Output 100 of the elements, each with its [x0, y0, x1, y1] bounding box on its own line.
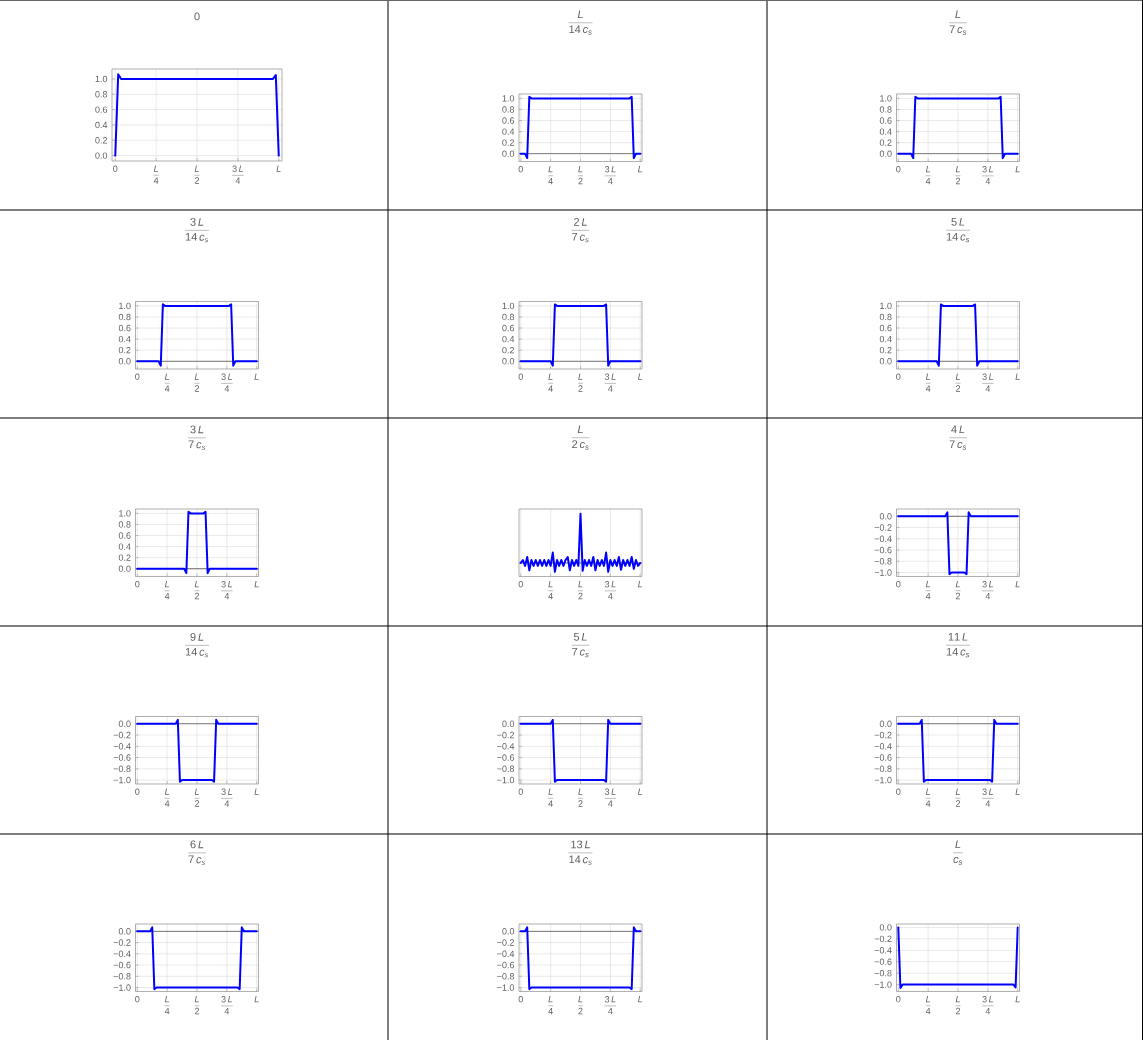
y-tick-label: −0.8 [874, 558, 892, 565]
x-tick-label: $\frac{L}{4}$ [548, 788, 554, 807]
x-tick-label: $L$ [637, 373, 643, 380]
x-tick-label: $L$ [1015, 166, 1020, 173]
y-tick-label: 0.2 [95, 137, 108, 144]
x-tick-label: $\frac{L}{2}$ [194, 373, 200, 392]
x-tick-label: $\frac{L}{2}$ [194, 996, 200, 1015]
y-tick-label: 0.4 [879, 335, 892, 343]
x-tick-label: $\frac{L}{2}$ [955, 581, 961, 600]
y-tick-label: 0.0 [879, 150, 892, 157]
y-tick-label: 0.0 [118, 720, 131, 727]
x-tick-label: $L$ [254, 581, 259, 588]
y-tick-label: −0.2 [113, 939, 131, 946]
x-tick-label: $\frac{L}{4}$ [548, 996, 554, 1015]
y-tick-label: 0.4 [118, 543, 131, 550]
x-tick-label: $L$ [1015, 581, 1020, 588]
y-tick-label: 0.2 [118, 346, 131, 354]
y-tick-label: 0.8 [879, 106, 892, 113]
y-tick-label: 1.0 [880, 95, 892, 102]
x-tick-label: $\frac{3\,L}{4}$ [221, 788, 233, 807]
x-tick-label: $\frac{L}{2}$ [194, 581, 200, 600]
x-tick-label: $\frac{3\,L}{4}$ [604, 581, 617, 600]
x-tick-label: $L$ [637, 788, 643, 795]
y-tick-label: 0.6 [118, 532, 131, 539]
x-tick-label: $\frac{L}{2}$ [955, 996, 961, 1015]
chart-title: $\frac{3\,L}{7\,c_{s}}$ [188, 425, 206, 450]
y-tick-label: −1.0 [874, 981, 892, 988]
y-tick-label: 0.6 [879, 117, 892, 124]
y-tick-label: −0.8 [874, 765, 892, 772]
y-tick-label: −1.0 [113, 984, 131, 991]
y-tick-label: −1.0 [874, 569, 892, 576]
y-tick-label: 1.0 [880, 302, 892, 310]
y-tick-label: 0.2 [502, 346, 515, 354]
x-tick-label: $\frac{L}{4}$ [925, 581, 931, 600]
chart-title: $\frac{3\,L}{14\,c_{s}}$ [185, 218, 209, 243]
y-tick-label: −0.4 [497, 950, 515, 957]
y-tick-label: 0.0 [879, 358, 892, 365]
x-tick-label: $L$ [637, 996, 643, 1003]
x-tick-label: $\frac{3\,L}{4}$ [221, 996, 233, 1015]
y-tick-label: 0.0 [502, 928, 515, 935]
y-tick-label: −0.2 [874, 731, 892, 739]
x-tick-label: $0$ [135, 581, 140, 588]
chart-title: $\frac{5\,L}{14\,c_{s}}$ [946, 218, 970, 243]
y-tick-label: −1.0 [497, 984, 515, 991]
y-tick-label: −0.2 [113, 731, 131, 739]
x-tick-label: $\frac{L}{2}$ [955, 166, 961, 185]
x-tick-label: $L$ [254, 373, 259, 380]
x-tick-label: $\frac{3\,L}{4}$ [982, 166, 994, 185]
y-tick-label: −0.4 [497, 743, 515, 750]
x-tick-label: $\frac{L}{4}$ [548, 166, 554, 185]
x-tick-label: $\frac{L}{2}$ [955, 788, 961, 807]
y-tick-label: −1.0 [874, 776, 892, 784]
y-tick-label: 0.0 [95, 152, 108, 159]
x-tick-label: $0$ [135, 996, 140, 1003]
x-tick-label: $L$ [276, 165, 281, 172]
y-tick-label: −0.4 [874, 743, 892, 750]
y-tick-label: 0.6 [502, 117, 515, 124]
x-tick-label: $\frac{3\,L}{4}$ [221, 373, 233, 392]
x-tick-label: $\frac{L}{2}$ [955, 373, 961, 392]
x-tick-label: $\frac{L}{4}$ [164, 996, 170, 1015]
x-tick-label: $\frac{3\,L}{4}$ [232, 165, 244, 184]
y-tick-label: 0.4 [118, 335, 131, 343]
y-tick-label: −0.6 [874, 958, 892, 965]
y-tick-label: −0.4 [874, 947, 892, 954]
x-tick-label: $\frac{L}{2}$ [194, 165, 200, 184]
y-tick-label: 0.6 [879, 324, 892, 332]
y-tick-label: 0.2 [879, 139, 892, 146]
x-tick-label: $\frac{3\,L}{4}$ [604, 373, 617, 392]
y-tick-label: −0.6 [113, 961, 131, 969]
x-tick-label: $\frac{3\,L}{4}$ [221, 581, 233, 600]
y-tick-label: 1.0 [502, 95, 515, 102]
y-tick-label: −0.4 [113, 743, 131, 750]
y-tick-label: 0.4 [502, 335, 515, 343]
y-tick-label: 0.8 [118, 313, 131, 321]
x-tick-label: $\frac{L}{4}$ [925, 373, 931, 392]
y-tick-label: 0.8 [879, 313, 892, 321]
x-tick-label: $\frac{L}{4}$ [164, 788, 170, 807]
y-tick-label: −0.6 [874, 546, 892, 554]
x-tick-label: $L$ [637, 166, 643, 173]
x-tick-label: $0$ [896, 581, 901, 588]
y-tick-label: 0.6 [502, 324, 515, 332]
x-tick-label: $\frac{L}{2}$ [578, 166, 584, 185]
chart-title: $\frac{11\,L}{14\,c_{s}}$ [946, 633, 970, 658]
x-tick-label: $\frac{3\,L}{4}$ [982, 373, 994, 392]
chart-title: $0$ [194, 12, 200, 21]
x-tick-label: $\frac{L}{2}$ [578, 373, 584, 392]
y-tick-label: 0.2 [502, 139, 515, 146]
y-tick-label: −0.8 [497, 973, 515, 980]
y-tick-label: −0.2 [874, 935, 892, 943]
y-tick-label: 0.8 [95, 91, 108, 98]
y-tick-label: −0.4 [874, 535, 892, 542]
y-tick-label: −0.2 [497, 731, 515, 739]
x-tick-label: $0$ [518, 581, 523, 588]
x-tick-label: $L$ [254, 788, 259, 795]
x-tick-label: $\frac{3\,L}{4}$ [604, 788, 617, 807]
x-tick-label: $L$ [1015, 996, 1020, 1003]
x-tick-label: $\frac{3\,L}{4}$ [982, 581, 994, 600]
y-tick-label: −0.6 [497, 754, 515, 761]
y-tick-label: 0.4 [879, 128, 892, 135]
y-tick-label: −0.6 [874, 754, 892, 761]
